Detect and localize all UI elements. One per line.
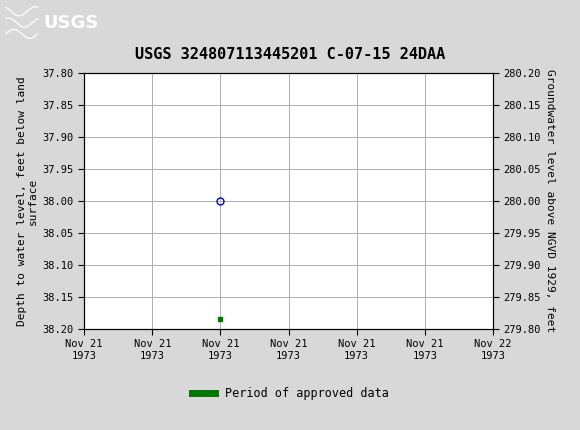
- Y-axis label: Depth to water level, feet below land
surface: Depth to water level, feet below land su…: [17, 76, 38, 326]
- Text: USGS 324807113445201 C-07-15 24DAA: USGS 324807113445201 C-07-15 24DAA: [135, 47, 445, 62]
- Legend: Period of approved data: Period of approved data: [187, 382, 393, 405]
- Text: USGS: USGS: [44, 15, 99, 33]
- Y-axis label: Groundwater level above NGVD 1929, feet: Groundwater level above NGVD 1929, feet: [545, 69, 555, 333]
